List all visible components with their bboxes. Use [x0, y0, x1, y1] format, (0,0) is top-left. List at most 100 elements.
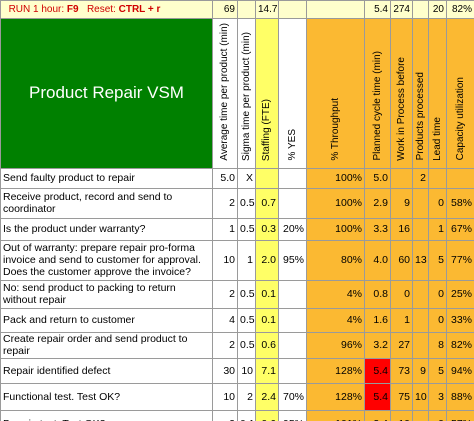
- column-header-text: Work in Process before: [395, 56, 407, 161]
- cell: 2.4: [255, 382, 279, 411]
- cell: 3: [428, 382, 447, 411]
- cell: 100%: [306, 167, 365, 189]
- cell: 3.3: [364, 217, 391, 241]
- cell: [412, 217, 429, 241]
- cell: X: [237, 167, 256, 189]
- row-label: Pack and return to customer: [0, 307, 213, 333]
- cell: 33%: [446, 307, 474, 333]
- cell: 75: [390, 382, 413, 411]
- cell: 0.5: [237, 331, 256, 359]
- cell: 4%: [306, 279, 365, 309]
- cell: 0: [390, 279, 413, 309]
- cell: 100%: [306, 217, 365, 241]
- cell: 95%: [278, 409, 307, 421]
- row: Pack and return to customer 4 0.5 0.1 4% 1.6 1…: [0, 307, 474, 333]
- cell: 10: [390, 409, 413, 421]
- cell: 128%: [306, 382, 365, 411]
- cell: 5.4: [364, 357, 391, 384]
- row: No: send product to packing to return wi…: [0, 279, 474, 309]
- cell: 0.8: [364, 279, 391, 309]
- row-label: Is the product under warranty?: [0, 217, 213, 241]
- cell: 1: [212, 217, 238, 241]
- cell: 2.9: [364, 187, 391, 219]
- cell: [390, 167, 413, 189]
- cell: 80%: [306, 239, 365, 281]
- cell: 2: [412, 167, 429, 189]
- cell: 2.0: [255, 239, 279, 281]
- cell: 60: [390, 239, 413, 281]
- cell: 96%: [306, 331, 365, 359]
- column-header-text: Capacity utilization: [454, 77, 466, 161]
- cell: 1.6: [364, 307, 391, 333]
- cell: 0: [428, 409, 447, 421]
- cell: 0.7: [255, 187, 279, 219]
- cell: 0.1: [237, 409, 256, 421]
- reset-key: CTRL + r: [118, 3, 161, 15]
- row-label: Out of warranty: prepare repair pro-form…: [0, 239, 213, 281]
- cell: [255, 167, 279, 189]
- cell: 58%: [446, 187, 474, 219]
- column-header: Staffing (FTE): [255, 18, 279, 169]
- column-header: Sigma time per product (min): [237, 18, 256, 169]
- cell: 100%: [306, 187, 365, 219]
- cell: 2: [237, 382, 256, 411]
- cell: 94%: [446, 357, 474, 384]
- cell: 1: [390, 307, 413, 333]
- column-header: Products processed: [412, 18, 429, 169]
- cell: [278, 331, 307, 359]
- cell: 0.1: [255, 307, 279, 333]
- cell: 0.5: [237, 307, 256, 333]
- cell: 9: [412, 357, 429, 384]
- run-label: RUN 1 hour:: [8, 3, 65, 15]
- cell: [278, 307, 307, 333]
- row: Receive product, record and send to coor…: [0, 187, 474, 219]
- row: Out of warranty: prepare repair pro-form…: [0, 239, 474, 281]
- column-header-text: Products processed: [414, 72, 426, 161]
- row: Create repair order and send product to …: [0, 331, 474, 359]
- cell: 2: [212, 331, 238, 359]
- cell: [412, 409, 429, 421]
- cell: 70%: [278, 382, 307, 411]
- cell: 0.1: [255, 279, 279, 309]
- cell: 2: [212, 279, 238, 309]
- row-label: Functional test. Test OK?: [0, 382, 213, 411]
- cell: 0.5: [237, 217, 256, 241]
- control-row: RUN 1 hour: F9 Reset: CTRL + r 69 14.7 5.4…: [0, 0, 474, 19]
- row: Repair identified defect 30 10 7.1 128% 5.4 73…: [0, 357, 474, 384]
- cell: 0: [428, 187, 447, 219]
- cell: 10: [212, 382, 238, 411]
- column-header-text: Sigma time per product (min): [240, 31, 252, 161]
- row-label: Receive product, record and send to coor…: [0, 187, 213, 219]
- cell: 3.4: [364, 409, 391, 421]
- reset-label: Reset:: [86, 3, 116, 15]
- column-header: Capacity utilization: [446, 18, 474, 169]
- total-cell: 69: [212, 0, 238, 19]
- cell: 0: [428, 307, 447, 333]
- cell: 88%: [446, 382, 474, 411]
- cell: 20%: [278, 217, 307, 241]
- cell: [278, 357, 307, 384]
- column-header-text: Average time per product (min): [219, 23, 230, 161]
- total-cell: 14.7: [255, 0, 279, 19]
- cell: 95%: [278, 239, 307, 281]
- cell: 4: [212, 307, 238, 333]
- column-header-text: % YES: [286, 129, 298, 161]
- cell: [446, 167, 474, 189]
- total-cell: [412, 0, 429, 19]
- column-header: % YES: [278, 18, 307, 169]
- cell: [278, 167, 307, 189]
- total-cell: [237, 0, 256, 19]
- cell: 13: [412, 239, 429, 281]
- total-cell: 274: [390, 0, 413, 19]
- total-cell: [278, 0, 307, 19]
- cell: 73: [390, 357, 413, 384]
- cell: 16: [390, 217, 413, 241]
- cell: [412, 187, 429, 219]
- cell: 0.6: [255, 409, 279, 421]
- row: Burn-in test. Test OK?20.10.695%101%3.41…: [0, 409, 474, 421]
- row-label: Create repair order and send product to …: [0, 331, 213, 359]
- total-cell: [306, 0, 365, 19]
- cell: 0.3: [255, 217, 279, 241]
